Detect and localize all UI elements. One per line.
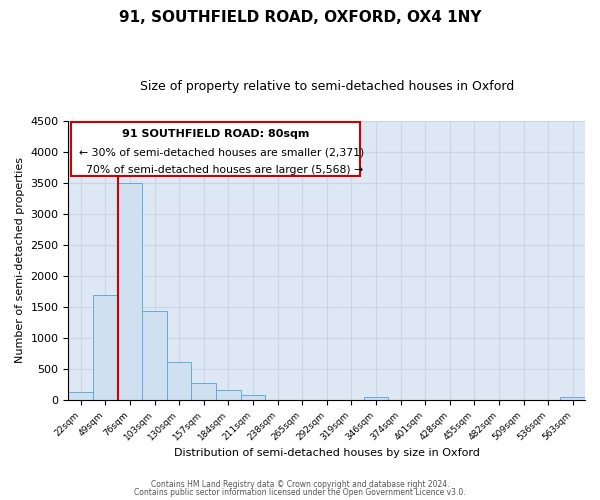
Bar [241,394,265,400]
Bar [118,182,142,400]
X-axis label: Distribution of semi-detached houses by size in Oxford: Distribution of semi-detached houses by … [174,448,479,458]
Y-axis label: Number of semi-detached properties: Number of semi-detached properties [15,158,25,364]
Bar [216,390,241,400]
Text: 91, SOUTHFIELD ROAD, OXFORD, OX4 1NY: 91, SOUTHFIELD ROAD, OXFORD, OX4 1NY [119,10,481,25]
FancyBboxPatch shape [71,122,360,176]
Title: Size of property relative to semi-detached houses in Oxford: Size of property relative to semi-detach… [140,80,514,93]
Text: Contains public sector information licensed under the Open Government Licence v3: Contains public sector information licen… [134,488,466,497]
Bar [364,397,388,400]
Bar [191,384,216,400]
Text: 70% of semi-detached houses are larger (5,568) →: 70% of semi-detached houses are larger (… [79,164,363,174]
Text: Contains HM Land Registry data © Crown copyright and database right 2024.: Contains HM Land Registry data © Crown c… [151,480,449,489]
Bar [142,310,167,400]
Text: 91 SOUTHFIELD ROAD: 80sqm: 91 SOUTHFIELD ROAD: 80sqm [122,129,310,139]
Bar [93,294,118,400]
Bar [68,392,93,400]
Bar [167,362,191,400]
Bar [560,397,585,400]
Text: ← 30% of semi-detached houses are smaller (2,371): ← 30% of semi-detached houses are smalle… [79,148,364,158]
